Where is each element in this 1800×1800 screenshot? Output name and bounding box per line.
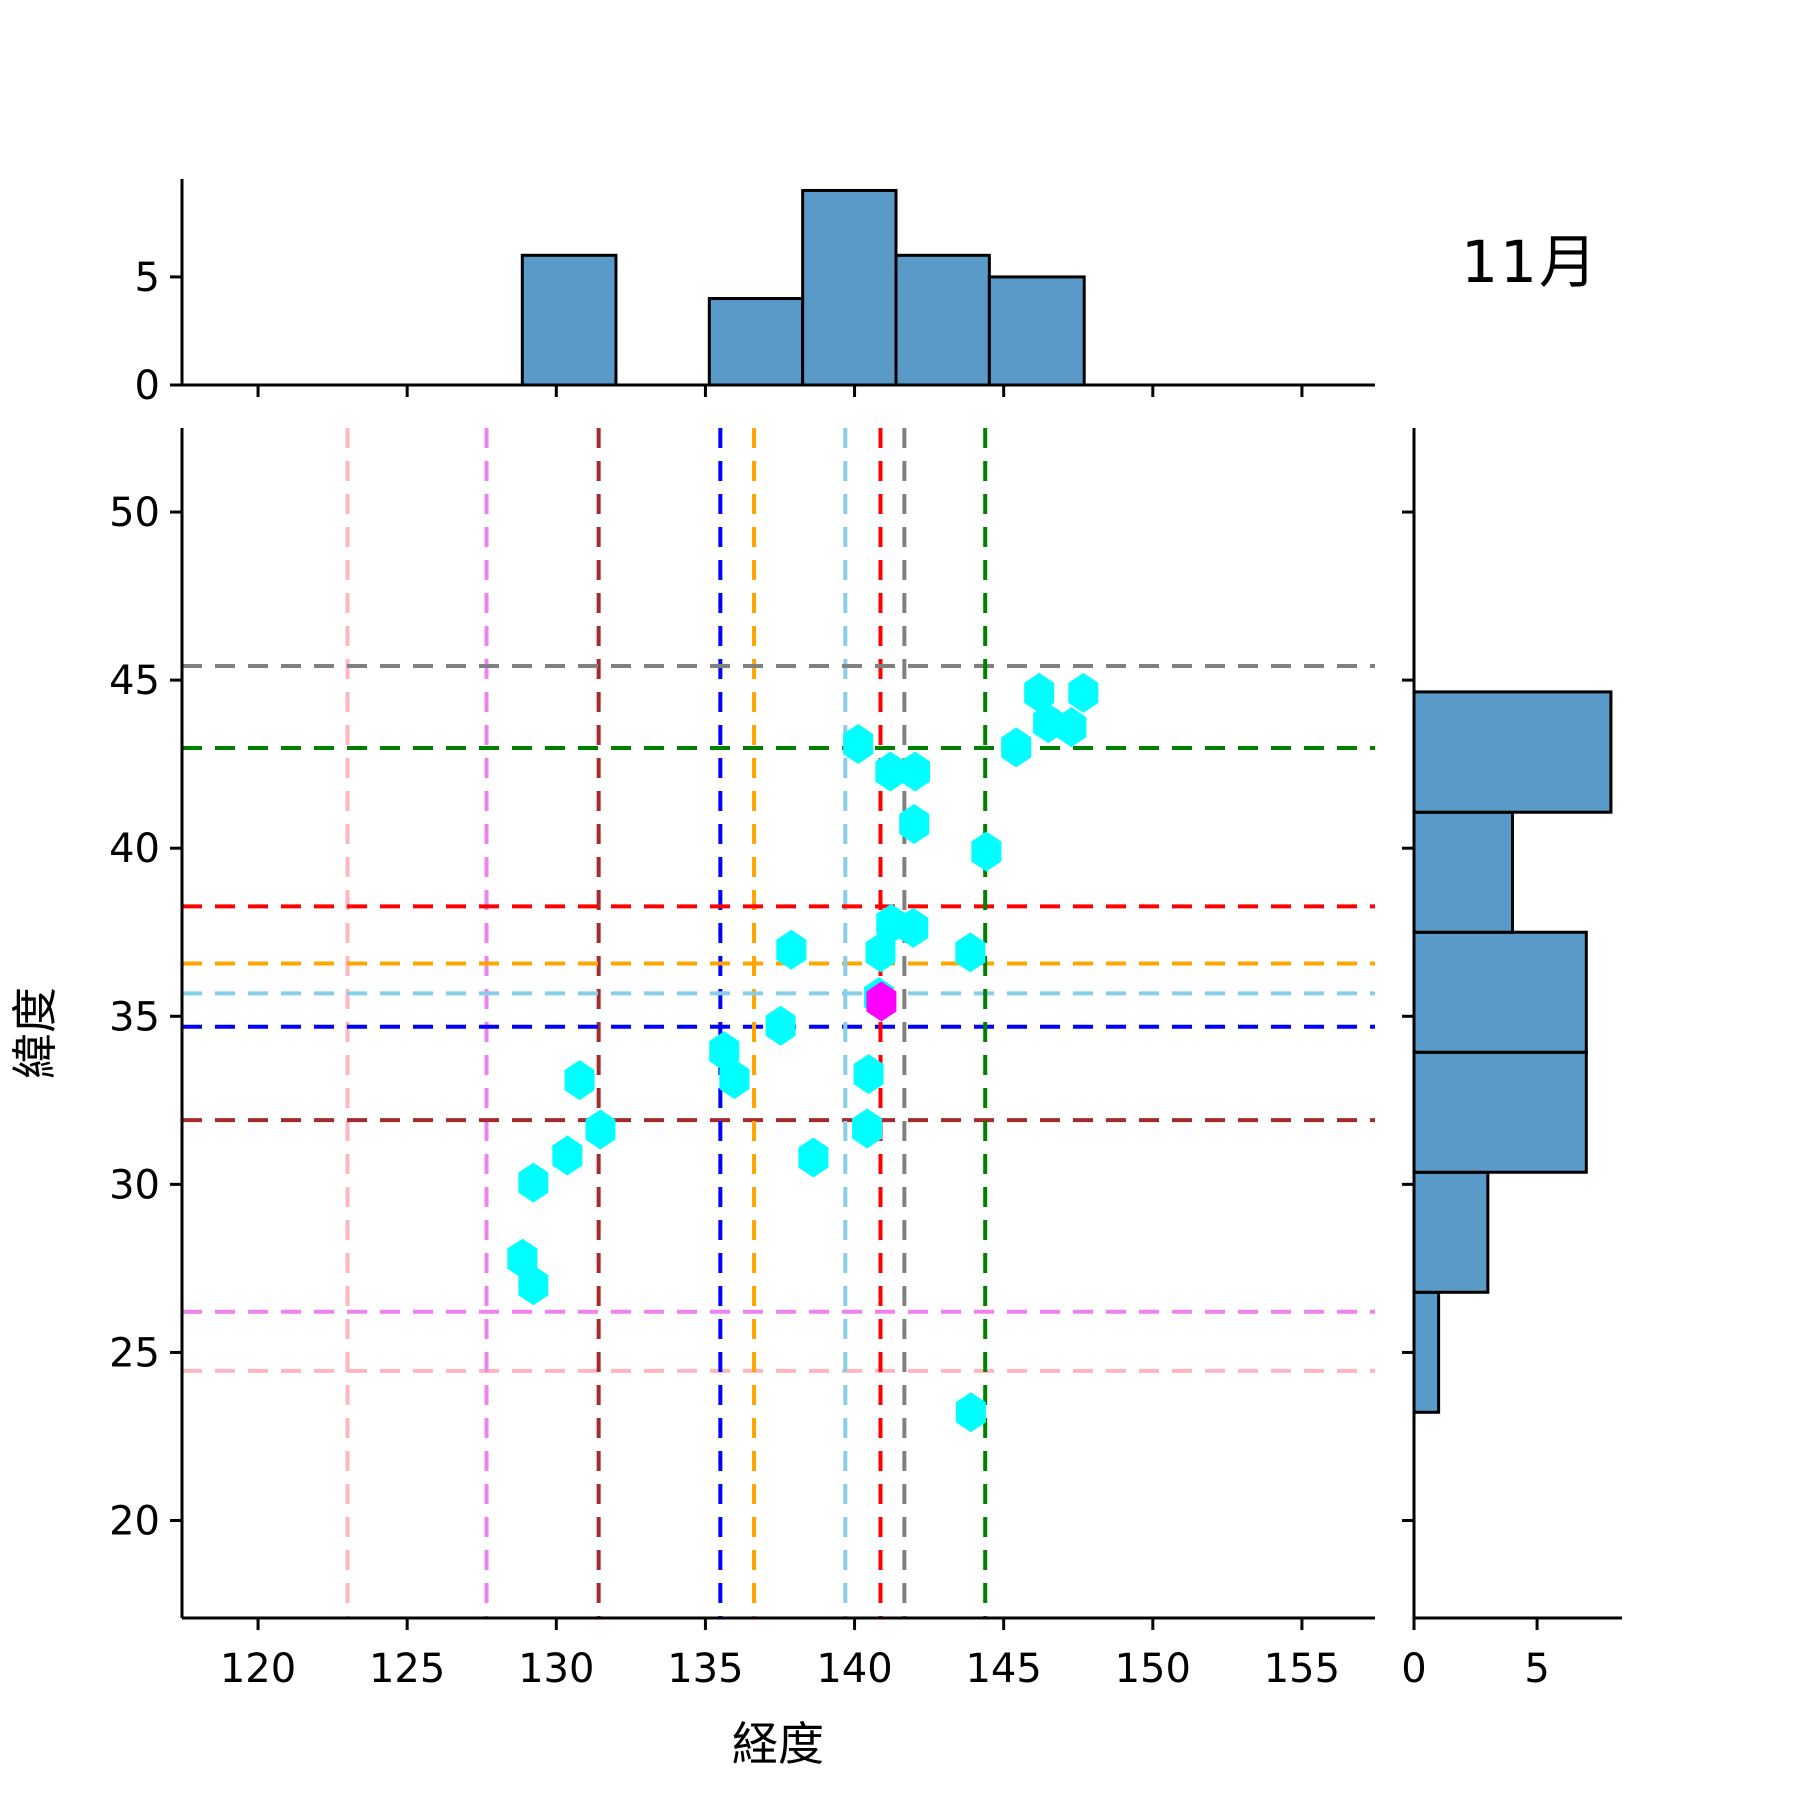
scatter-point <box>564 1060 595 1101</box>
top-histogram-bar <box>987 275 1086 387</box>
scatter-point <box>776 929 807 970</box>
tick-label: 5 <box>1524 1646 1549 1692</box>
tick-label: 50 <box>109 490 160 536</box>
right-histogram-bar <box>1412 930 1588 1054</box>
scatter-point <box>1024 672 1055 713</box>
scatter-point <box>1001 727 1032 768</box>
tick-label: 150 <box>1115 1646 1191 1692</box>
highlight-point <box>866 981 897 1022</box>
tick-label: 130 <box>518 1646 594 1692</box>
tick-label: 155 <box>1264 1646 1340 1692</box>
tick-label: 25 <box>109 1330 160 1376</box>
tick-label: 40 <box>109 826 160 872</box>
scatter-point <box>518 1265 549 1306</box>
scatter-point <box>719 1059 750 1100</box>
scatter-point <box>765 1005 796 1046</box>
top-histogram-bar <box>707 297 805 387</box>
scatter-point <box>900 751 931 792</box>
right-histogram-bar <box>1412 690 1613 814</box>
scatter-points <box>507 672 1099 1433</box>
tick-label: 125 <box>369 1646 445 1692</box>
scatter-point <box>955 932 986 973</box>
scatter-point <box>971 831 1002 872</box>
scatter-point <box>518 1162 549 1203</box>
axes: 120 125 130 135 140 145 150 1552025303540455005… <box>109 179 1622 1692</box>
x-axis-label: 経度 <box>732 1717 824 1771</box>
tick-label: 0 <box>1401 1646 1426 1692</box>
tick-label: 35 <box>109 994 160 1040</box>
right-histogram-bar <box>1412 1050 1588 1174</box>
top-histogram-bar <box>801 188 898 387</box>
scatter-point <box>865 932 896 973</box>
tick-label: 140 <box>816 1646 892 1692</box>
right-histogram-bar <box>1412 1290 1441 1414</box>
crosshair-lines <box>182 428 1375 1618</box>
scatter-point <box>585 1109 616 1150</box>
scatter-point <box>1068 672 1099 713</box>
tick-label: 5 <box>135 255 160 301</box>
tick-label: 20 <box>109 1499 160 1545</box>
scatter-point <box>899 803 930 844</box>
top-histogram <box>520 188 1086 387</box>
y-axis-label: 緯度 <box>8 987 62 1079</box>
scatter-point <box>898 907 929 948</box>
top-histogram-bar <box>894 253 991 387</box>
tick-label: 135 <box>667 1646 743 1692</box>
tick-label: 45 <box>109 658 160 704</box>
scatter-point <box>853 1054 884 1095</box>
tick-label: 30 <box>109 1162 160 1208</box>
scatter-point <box>852 1108 883 1149</box>
right-histogram <box>1412 690 1613 1414</box>
tick-label: 0 <box>135 363 160 409</box>
right-histogram-bar <box>1412 810 1514 934</box>
scatter-point <box>552 1135 583 1176</box>
tick-label: 120 <box>220 1646 296 1692</box>
scatter-point <box>875 751 906 792</box>
scatter-point <box>798 1137 829 1178</box>
tick-label: 145 <box>965 1646 1041 1692</box>
chart-title: 11月 <box>1461 228 1599 296</box>
scatter-point <box>1056 707 1087 748</box>
scatter-point <box>955 1392 986 1433</box>
scatter-point <box>1033 703 1064 744</box>
scatter-point <box>843 723 874 764</box>
top-histogram-bar <box>520 253 618 387</box>
right-histogram-bar <box>1412 1170 1490 1294</box>
